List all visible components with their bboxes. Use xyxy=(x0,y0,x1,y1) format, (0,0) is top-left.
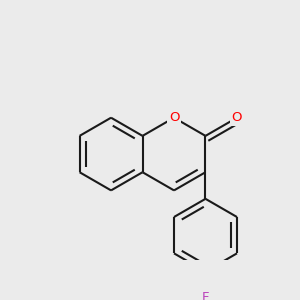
Text: O: O xyxy=(169,111,179,124)
Text: O: O xyxy=(232,111,242,124)
Text: F: F xyxy=(202,291,209,300)
